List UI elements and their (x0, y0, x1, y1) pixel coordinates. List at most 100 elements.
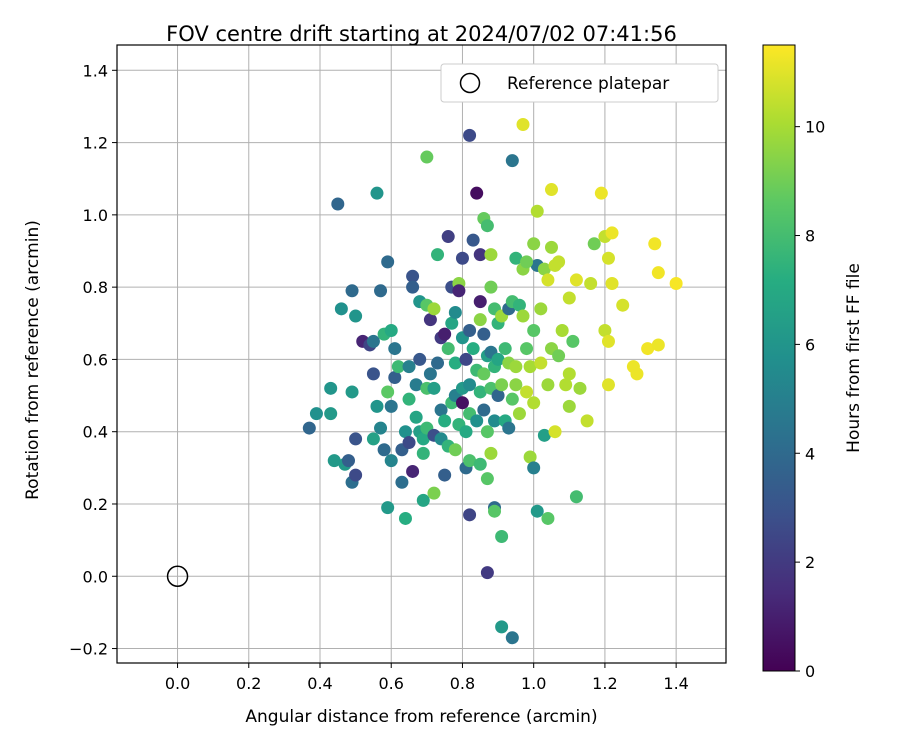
data-point (498, 342, 512, 356)
data-point (509, 360, 523, 374)
data-point (398, 511, 412, 525)
y-tick-label: −0.2 (69, 640, 108, 659)
plot-frame (116, 44, 727, 664)
data-point (569, 490, 583, 504)
data-point (466, 342, 480, 356)
data-point (413, 352, 427, 366)
data-point (541, 378, 555, 392)
data-point (580, 414, 594, 428)
data-point (441, 230, 455, 244)
y-tick-label: 1.2 (83, 134, 108, 153)
data-point (601, 378, 615, 392)
data-point (455, 396, 469, 410)
data-point (480, 425, 494, 439)
x-tick-label: 0.2 (236, 674, 261, 693)
data-point (605, 226, 619, 240)
y-tick-label: 0.2 (83, 495, 108, 514)
data-point (534, 356, 548, 370)
data-point (495, 378, 509, 392)
data-point (324, 381, 338, 395)
data-point (477, 367, 491, 381)
data-point (366, 367, 380, 381)
data-point (480, 566, 494, 580)
data-point (445, 316, 459, 330)
y-axis-label: Rotation from reference (arcmin) (23, 220, 43, 500)
y-tick-label: 0.0 (83, 567, 108, 586)
data-point (423, 367, 437, 381)
data-point (441, 342, 455, 356)
data-point (416, 493, 430, 507)
data-point (641, 342, 655, 356)
data-point (431, 356, 445, 370)
data-point (537, 428, 551, 442)
colorbar-tick-label: 8 (805, 227, 815, 246)
data-point (488, 504, 502, 518)
data-point (448, 443, 462, 457)
data-point (541, 273, 555, 287)
data-point (402, 392, 416, 406)
data-point (530, 204, 544, 218)
data-point (484, 248, 498, 262)
data-point (470, 414, 484, 428)
data-point (527, 324, 541, 338)
data-point (523, 450, 537, 464)
data-point (648, 237, 662, 251)
data-point (552, 255, 566, 269)
data-point (331, 197, 345, 211)
data-point (402, 436, 416, 450)
data-point (455, 251, 469, 265)
data-point (398, 425, 412, 439)
data-point (427, 381, 441, 395)
data-point (370, 399, 384, 413)
data-point (434, 403, 448, 417)
data-point (495, 530, 509, 544)
data-point (374, 421, 388, 435)
reference-marker (166, 565, 189, 588)
y-tick-label: 0.4 (83, 423, 108, 442)
data-point (473, 248, 487, 262)
data-point (598, 324, 612, 338)
data-point (452, 284, 466, 298)
data-point (345, 284, 359, 298)
data-point (555, 324, 569, 338)
data-point (651, 338, 665, 352)
data-point (605, 277, 619, 291)
data-point (334, 302, 348, 316)
data-point (495, 620, 509, 634)
data-point (505, 631, 519, 645)
data-point (534, 302, 548, 316)
data-point (377, 443, 391, 457)
data-point (584, 277, 598, 291)
y-ticks: −0.2 0.0 0.2 0.4 0.6 0.8 1.0 1.2 1.4 (69, 61, 117, 659)
colorbar-label: Hours from first FF file (844, 263, 864, 453)
x-tick-label: 0.4 (307, 674, 332, 693)
data-point (544, 183, 558, 197)
chart-title: FOV centre drift starting at 2024/07/02 … (166, 22, 677, 46)
data-point (384, 454, 398, 468)
data-point (512, 298, 526, 312)
data-point (477, 403, 491, 417)
colorbar-tick-label: 2 (805, 553, 815, 572)
data-point (395, 475, 409, 489)
data-point (384, 324, 398, 338)
data-point (473, 295, 487, 309)
data-point (402, 360, 416, 374)
data-point (669, 277, 683, 291)
data-point (406, 269, 420, 283)
data-point (651, 266, 665, 280)
data-point (544, 240, 558, 254)
colorbar-tick-label: 6 (805, 335, 815, 354)
data-point (587, 237, 601, 251)
data-point (520, 255, 534, 269)
data-point (477, 327, 491, 341)
data-point (416, 432, 430, 446)
data-point (327, 454, 341, 468)
data-point (616, 298, 630, 312)
data-point (406, 464, 420, 478)
x-tick-label: 1.4 (663, 674, 688, 693)
colorbar-tick-label: 4 (805, 444, 815, 463)
x-tick-label: 0.6 (379, 674, 404, 693)
data-point (520, 385, 534, 399)
data-point (345, 385, 359, 399)
